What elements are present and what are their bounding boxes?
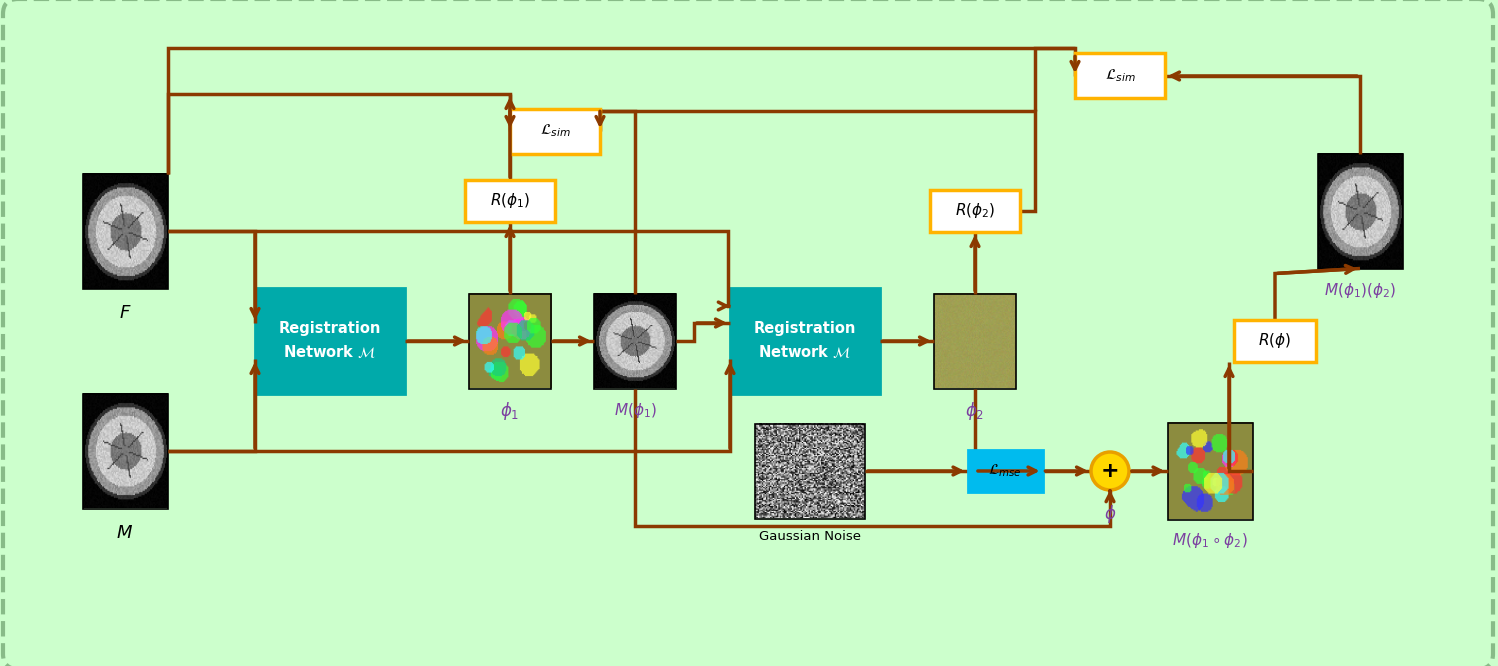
Circle shape [1091,452,1129,490]
Text: $\phi_1$: $\phi_1$ [500,400,520,422]
Text: $R(\phi)$: $R(\phi)$ [1258,332,1291,350]
Text: $\phi_2$: $\phi_2$ [965,400,984,422]
Bar [595,294,676,388]
FancyBboxPatch shape [930,190,1020,232]
Bar [933,294,1016,388]
FancyBboxPatch shape [1234,320,1317,362]
Text: Registration
Network $\mathcal{M}$: Registration Network $\mathcal{M}$ [753,322,857,360]
Bar [1167,422,1252,519]
FancyBboxPatch shape [1076,53,1165,99]
FancyBboxPatch shape [464,180,554,222]
Text: $M(\phi_1 \circ \phi_2)$: $M(\phi_1 \circ \phi_2)$ [1171,531,1248,551]
Bar [755,424,864,519]
Bar [82,394,168,509]
FancyBboxPatch shape [255,288,404,394]
Text: $\phi$: $\phi$ [1104,503,1116,525]
Text: $F$: $F$ [118,304,132,322]
FancyBboxPatch shape [3,0,1494,666]
Text: +: + [1101,461,1119,481]
FancyBboxPatch shape [509,109,601,153]
Text: $M(\phi_1)(\phi_2)$: $M(\phi_1)(\phi_2)$ [1324,280,1396,300]
Text: $M(\phi_1)$: $M(\phi_1)$ [614,400,656,420]
Text: $R(\phi_2)$: $R(\phi_2)$ [954,202,995,220]
Text: $M$: $M$ [117,523,133,541]
Bar [1318,153,1402,268]
Bar [469,294,551,388]
Bar [82,174,168,288]
Text: $\mathcal{L}_{sim}$: $\mathcal{L}_{sim}$ [539,123,571,139]
Text: $\mathcal{L}_{sim}$: $\mathcal{L}_{sim}$ [1104,68,1135,85]
FancyBboxPatch shape [968,450,1043,492]
Text: Gaussian Noise: Gaussian Noise [759,531,861,543]
FancyBboxPatch shape [730,288,879,394]
Text: $R(\phi_1)$: $R(\phi_1)$ [490,192,530,210]
Text: Registration
Network $\mathcal{M}$: Registration Network $\mathcal{M}$ [279,322,380,360]
Text: $\mathcal{L}_{mse}$: $\mathcal{L}_{mse}$ [989,463,1022,480]
